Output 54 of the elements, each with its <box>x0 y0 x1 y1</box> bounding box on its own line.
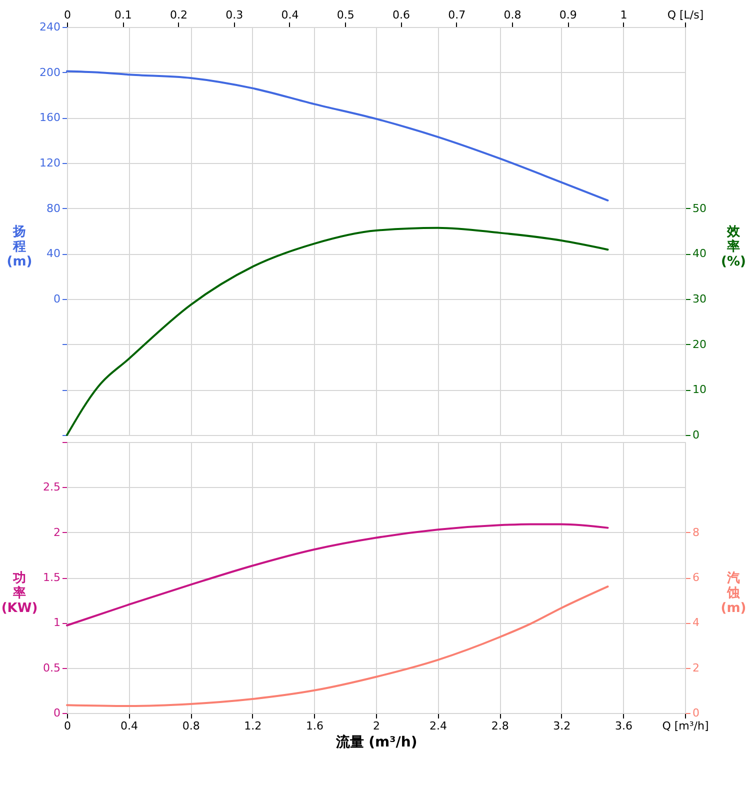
y-tick-label: 0 <box>54 292 60 306</box>
y-tick-label: 80 <box>46 202 60 215</box>
x2-tick-label: 0.1 <box>114 8 132 22</box>
y2-tick-label: 30 <box>692 292 706 306</box>
y-tick-label: 160 <box>40 111 60 124</box>
x-tick-label: 2.8 <box>491 720 509 732</box>
y2-tick-label: 40 <box>692 247 706 260</box>
y2-tick-label: 6 <box>692 571 700 584</box>
y-tick-label: 240 <box>40 20 60 34</box>
x-axis-title: 流量 (m³/h) <box>334 734 418 750</box>
y-tick-label: 0 <box>54 706 60 720</box>
y2-axis-title: 效率 (%) <box>721 224 746 270</box>
x2-tick-label: 0.9 <box>559 8 577 22</box>
y-tick-label: 2 <box>54 526 60 539</box>
x2-tick-label: 0.8 <box>504 8 522 22</box>
y2-axis-title: 汽蚀 (m) <box>720 571 746 616</box>
x2-tick-label: 0.6 <box>392 8 410 22</box>
y-tick-label: 120 <box>40 156 60 170</box>
x2-tick-label: 0.3 <box>226 8 244 22</box>
y2-tick-label: 0 <box>692 428 700 442</box>
y-tick-label: 1 <box>54 616 60 630</box>
y-tick-label: 1.5 <box>43 571 60 584</box>
y2-tick-label: 0 <box>692 706 700 720</box>
x2-tick-label: 1 <box>620 8 628 22</box>
y-tick-label: 40 <box>46 247 60 260</box>
x-tick-label: 0 <box>64 720 71 732</box>
x-tick-label: 0.4 <box>120 720 138 732</box>
y2-tick-label: 50 <box>692 202 706 215</box>
x2-tick-label: 0 <box>64 8 71 22</box>
line-series <box>66 586 609 707</box>
x2-tick-label: 0.7 <box>448 8 466 22</box>
x-tick-label: 1.6 <box>306 720 324 732</box>
x2-tick-label: 0.5 <box>336 8 354 22</box>
y-tick-label: 2.5 <box>43 480 60 494</box>
y-axis-title: 扬程 (m) <box>6 224 32 270</box>
y-tick-label: 0.5 <box>43 661 60 674</box>
x-tick-label: 2.4 <box>430 720 448 732</box>
x-tick-label: 0.8 <box>182 720 200 732</box>
y2-tick-label: 8 <box>692 526 700 539</box>
x2-tick-label: Q [L/s] <box>667 8 704 22</box>
x-tick-label: 1.2 <box>244 720 262 732</box>
line-series <box>66 226 609 436</box>
y2-tick-label: 2 <box>692 661 700 674</box>
x-tick-label: 3.6 <box>614 720 632 732</box>
y2-tick-label: 20 <box>692 338 706 351</box>
y-axis-title: 功率 (KW) <box>1 571 38 616</box>
x2-tick-label: 0.4 <box>281 8 299 22</box>
x2-tick-label: 0.2 <box>170 8 188 22</box>
y2-tick-label: 10 <box>692 383 706 396</box>
x-tick-label: Q [m³/h] <box>662 720 709 732</box>
y-tick-label: 200 <box>40 66 60 79</box>
x-tick-label: 3.2 <box>553 720 571 732</box>
x-tick-label: 2 <box>373 720 380 732</box>
y2-tick-label: 4 <box>692 616 700 630</box>
